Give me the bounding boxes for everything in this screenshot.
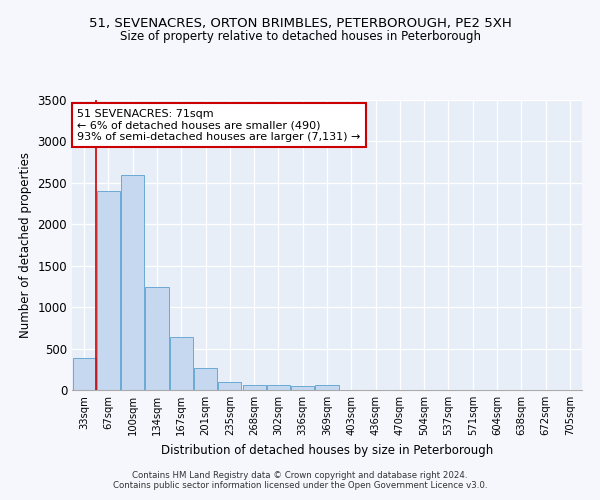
Bar [194,368,217,390]
Bar [170,337,193,390]
Text: Contains HM Land Registry data © Crown copyright and database right 2024.
Contai: Contains HM Land Registry data © Crown c… [113,470,487,490]
X-axis label: Distribution of detached houses by size in Peterborough: Distribution of detached houses by size … [161,444,493,456]
Bar [145,288,169,390]
Text: 51 SEVENACRES: 71sqm
← 6% of detached houses are smaller (490)
93% of semi-detac: 51 SEVENACRES: 71sqm ← 6% of detached ho… [77,108,361,142]
Bar [316,386,338,390]
Bar [291,386,314,390]
Bar [242,384,266,390]
Bar [97,191,120,390]
Bar [121,174,144,390]
Bar [218,382,241,390]
Y-axis label: Number of detached properties: Number of detached properties [19,152,32,338]
Text: Size of property relative to detached houses in Peterborough: Size of property relative to detached ho… [119,30,481,43]
Bar [267,385,290,390]
Bar [73,358,95,390]
Text: 51, SEVENACRES, ORTON BRIMBLES, PETERBOROUGH, PE2 5XH: 51, SEVENACRES, ORTON BRIMBLES, PETERBOR… [89,18,511,30]
